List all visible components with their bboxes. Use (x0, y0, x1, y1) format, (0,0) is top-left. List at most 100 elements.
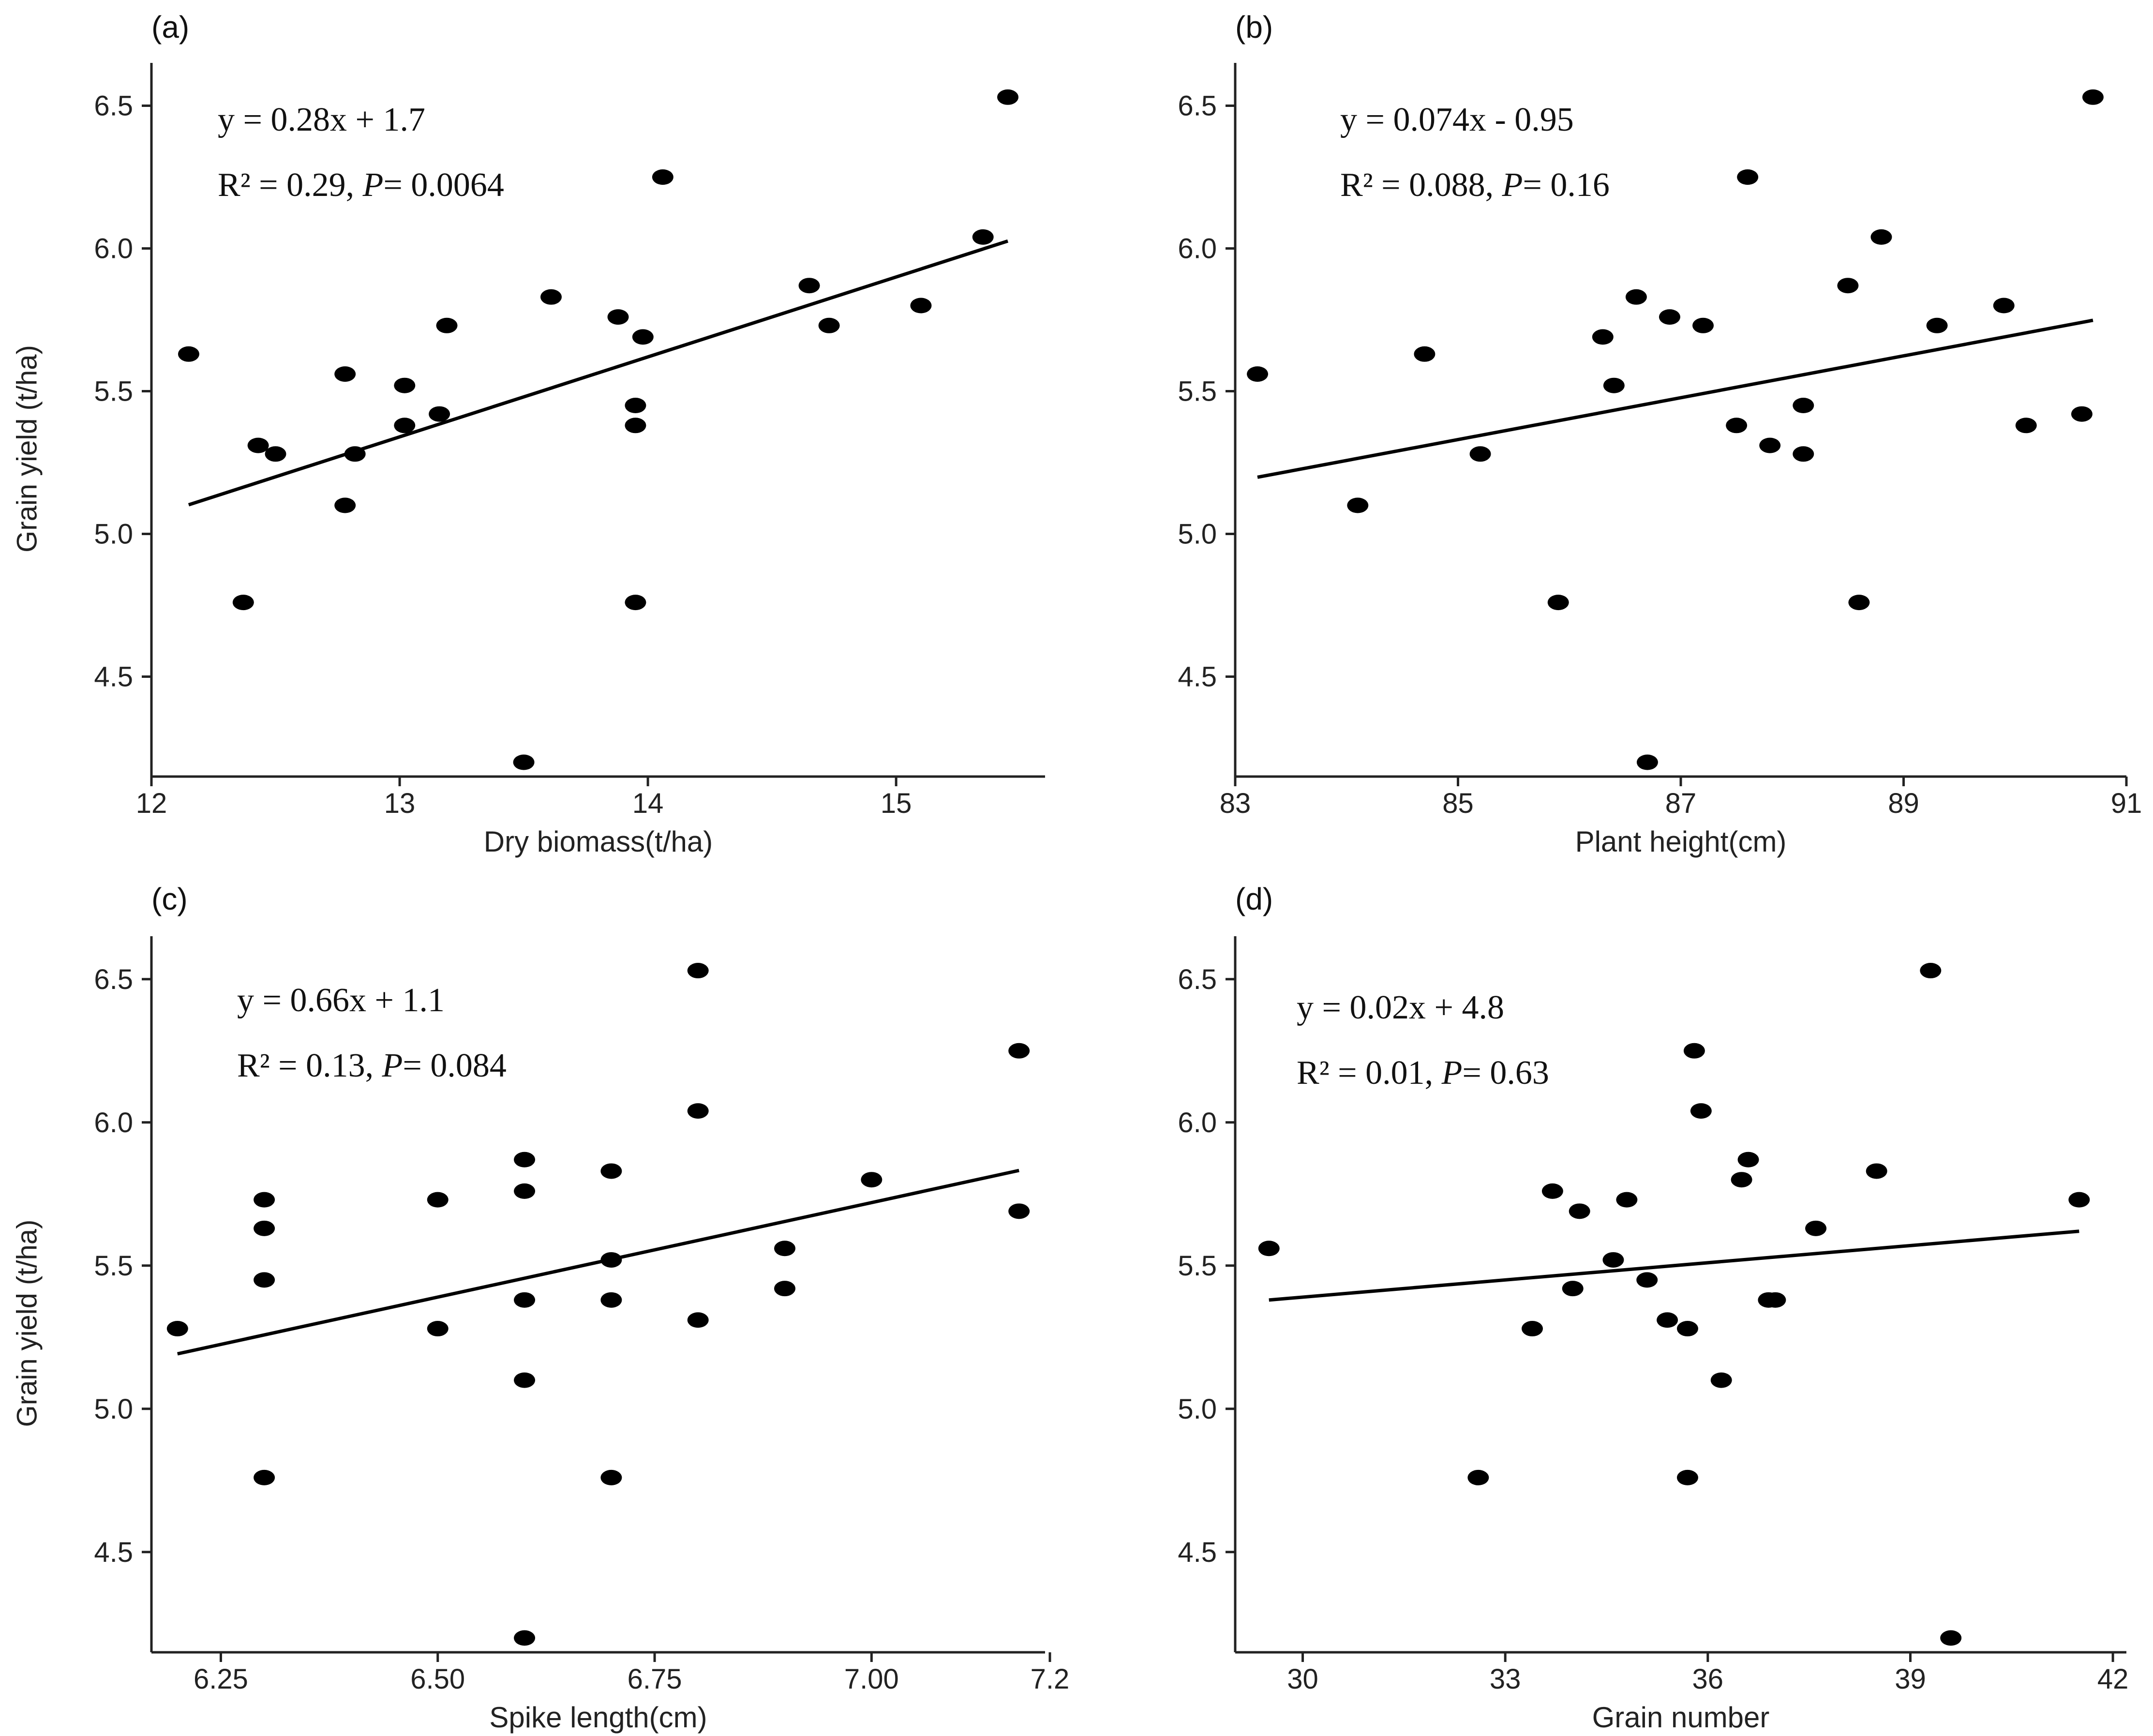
data-point (652, 169, 673, 185)
x-tick-label: 14 (632, 788, 664, 819)
data-point (254, 1272, 275, 1288)
data-point (632, 329, 654, 345)
data-point (232, 595, 254, 611)
data-point (625, 418, 646, 434)
p-value: = 0.084 (403, 1047, 506, 1084)
data-point (774, 1241, 796, 1257)
p-value: = 0.63 (1462, 1054, 1549, 1092)
y-axis-title: Grain yield (t/ha) (11, 345, 43, 553)
panel-label: (d) (1235, 882, 1273, 916)
y-tick-label: 5.5 (94, 1250, 133, 1282)
panel-label: (b) (1235, 10, 1273, 45)
x-tick-label: 85 (1442, 788, 1474, 819)
data-point (514, 1152, 536, 1167)
data-point (997, 89, 1019, 105)
data-point (2082, 89, 2104, 105)
data-point (178, 346, 199, 362)
data-point (1793, 446, 1814, 462)
data-point (1467, 1469, 1489, 1485)
data-point (1625, 289, 1647, 305)
regression-line (1269, 1229, 2079, 1302)
x-tick-label: 36 (1692, 1663, 1724, 1695)
data-point (1866, 1163, 1887, 1179)
y-tick-label: 6.5 (1178, 90, 1217, 122)
regression-line (177, 1168, 1019, 1356)
data-point (1837, 278, 1859, 294)
x-tick-label: 39 (1895, 1663, 1926, 1695)
panel-label: (c) (151, 882, 188, 916)
data-point (1676, 1469, 1698, 1485)
data-point (254, 1469, 275, 1485)
y-tick-label: 5.0 (1178, 1393, 1217, 1425)
data-point (1764, 1292, 1786, 1308)
x-tick-label: 87 (1665, 788, 1697, 819)
data-point (600, 1163, 622, 1179)
data-point (514, 1630, 536, 1646)
y-tick-label: 6.0 (94, 1107, 133, 1138)
data-point (1737, 169, 1759, 185)
data-point (1710, 1372, 1732, 1388)
r2-value: R² = 0.088, (1340, 166, 1502, 204)
x-tick-label: 12 (136, 788, 167, 819)
data-point (1616, 1192, 1638, 1208)
data-point (427, 1321, 449, 1337)
r2-value: R² = 0.29, (218, 166, 363, 204)
data-point (1541, 1183, 1563, 1199)
equation-label: y = 0.02x + 4.8 (1297, 989, 1504, 1026)
data-point (1683, 1043, 1705, 1059)
y-tick-label: 4.5 (1178, 661, 1217, 693)
r2-value: R² = 0.13, (237, 1047, 382, 1084)
equation-label: y = 0.074x - 0.95 (1340, 101, 1574, 138)
data-point (429, 406, 450, 422)
p-value: = 0.16 (1523, 166, 1609, 204)
x-axis-title: Plant height(cm) (1575, 825, 1787, 858)
x-tick-label: 33 (1490, 1663, 1521, 1695)
y-tick-label: 6.5 (1178, 964, 1217, 995)
p-symbol: P (1502, 166, 1523, 204)
equation-label: y = 0.28x + 1.7 (218, 101, 425, 138)
panel-c: (c) 4.5 5.0 5.5 6.0 6.5 6.25 6.50 6.75 7.00 7.2 Spi… (11, 882, 1069, 1734)
data-point (2015, 418, 2037, 434)
x-axis-title: Grain number (1592, 1701, 1770, 1734)
p-symbol: P (362, 166, 384, 204)
x-tick-label: 6.25 (194, 1663, 248, 1695)
data-point (2068, 1192, 2090, 1208)
p-value: = 0.0064 (383, 166, 504, 204)
y-tick-label: 5.5 (1178, 376, 1217, 407)
data-point (607, 309, 629, 325)
x-tick-label: 13 (384, 788, 416, 819)
panel-d: (d) 4.5 5.0 5.5 6.0 6.5 30 33 36 39 42 Grain number… (1178, 882, 2128, 1734)
r2-p-label: R² = 0.29, P= 0.0064 (218, 166, 504, 204)
data-point (1848, 595, 1870, 611)
data-point (166, 1321, 188, 1337)
data-point (1008, 1043, 1030, 1059)
data-point (1636, 1272, 1658, 1288)
y-tick-label: 5.0 (1178, 519, 1217, 550)
data-point (334, 497, 356, 513)
data-point (265, 446, 286, 462)
data-point (625, 398, 646, 413)
data-point (1759, 437, 1781, 453)
x-axis-title: Spike length(cm) (489, 1701, 707, 1734)
data-point (1562, 1281, 1584, 1297)
data-point (1522, 1321, 1543, 1337)
equation-label: y = 0.66x + 1.1 (237, 982, 445, 1019)
data-point (514, 1183, 536, 1199)
data-point (818, 317, 840, 333)
data-point (514, 1372, 536, 1388)
data-point (687, 963, 709, 979)
data-point (600, 1469, 622, 1485)
p-symbol: P (382, 1047, 403, 1084)
r2-p-label: R² = 0.088, P= 0.16 (1340, 166, 1610, 204)
panel-label: (a) (151, 10, 189, 45)
data-point (394, 377, 416, 393)
data-point (1592, 329, 1614, 345)
data-point (861, 1172, 882, 1188)
data-point (1805, 1220, 1827, 1236)
y-tick-label: 4.5 (94, 1537, 133, 1568)
data-point (513, 754, 535, 770)
y-tick-label: 5.5 (1178, 1250, 1217, 1282)
y-tick-label: 4.5 (1178, 1537, 1217, 1568)
y-tick-label: 4.5 (94, 661, 133, 693)
